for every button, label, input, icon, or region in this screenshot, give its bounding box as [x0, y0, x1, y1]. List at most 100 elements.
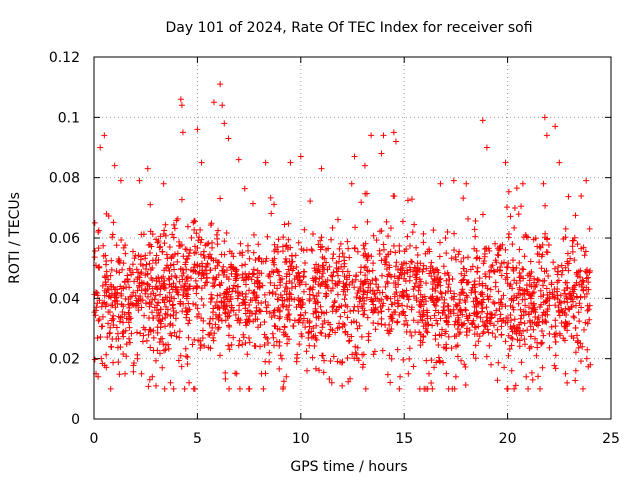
- data-point: [242, 305, 249, 312]
- data-point: [240, 334, 247, 341]
- data-point: [577, 274, 584, 281]
- data-point: [347, 375, 354, 382]
- data-point: [388, 355, 395, 362]
- data-point: [552, 338, 559, 345]
- data-point: [474, 268, 481, 275]
- data-point: [255, 255, 262, 262]
- data-point: [94, 300, 101, 307]
- data-point: [351, 244, 358, 251]
- data-point: [307, 285, 314, 292]
- data-point: [537, 385, 544, 392]
- data-point: [320, 369, 327, 376]
- data-point: [474, 330, 481, 337]
- data-point: [214, 292, 221, 299]
- data-point: [313, 322, 320, 329]
- data-point: [189, 341, 196, 348]
- data-point: [577, 267, 584, 274]
- data-point: [364, 314, 371, 321]
- data-point: [402, 312, 409, 319]
- data-point: [145, 331, 152, 338]
- data-point: [236, 337, 243, 344]
- data-point: [380, 132, 387, 139]
- data-point: [463, 328, 470, 335]
- data-point: [504, 264, 511, 271]
- data-point: [318, 165, 325, 172]
- data-point: [243, 322, 250, 329]
- data-point: [166, 267, 173, 274]
- data-point: [492, 279, 499, 286]
- data-point: [315, 289, 322, 296]
- data-point: [239, 290, 246, 297]
- data-point: [91, 254, 98, 261]
- data-point: [403, 317, 410, 324]
- data-point: [413, 244, 420, 251]
- data-point: [573, 279, 580, 286]
- data-point: [537, 293, 544, 300]
- data-point: [170, 221, 177, 228]
- data-point: [537, 287, 544, 294]
- data-point: [231, 282, 238, 289]
- data-point: [269, 289, 276, 296]
- data-point: [147, 344, 154, 351]
- data-point: [199, 327, 206, 334]
- data-point: [405, 370, 412, 377]
- data-point: [280, 329, 287, 336]
- data-point: [244, 242, 251, 249]
- data-point: [346, 254, 353, 261]
- data-point: [190, 285, 197, 292]
- data-point: [561, 290, 568, 297]
- data-point: [198, 275, 205, 282]
- data-point: [126, 324, 133, 331]
- data-point: [584, 266, 591, 273]
- data-point: [396, 292, 403, 299]
- data-point: [488, 361, 495, 368]
- data-point: [98, 323, 105, 330]
- data-point: [103, 351, 110, 358]
- data-point: [532, 235, 539, 242]
- x-tick-label: 5: [193, 431, 202, 447]
- data-point: [174, 258, 181, 265]
- data-point: [539, 364, 546, 371]
- data-point: [466, 312, 473, 319]
- data-point: [322, 332, 329, 339]
- data-point: [305, 334, 312, 341]
- data-point: [193, 282, 200, 289]
- data-point: [194, 305, 201, 312]
- data-point: [222, 317, 229, 324]
- data-point: [166, 244, 173, 251]
- data-point: [215, 324, 222, 331]
- data-point: [182, 259, 189, 266]
- data-point: [177, 96, 184, 103]
- data-point: [149, 276, 156, 283]
- data-point: [391, 299, 398, 306]
- x-tick-label: 10: [292, 431, 310, 447]
- data-point: [167, 313, 174, 320]
- data-point: [493, 259, 500, 266]
- data-point: [161, 299, 168, 306]
- data-point: [544, 308, 551, 315]
- data-point: [245, 385, 252, 392]
- data-point: [332, 329, 339, 336]
- data-point: [315, 315, 322, 322]
- data-point: [353, 272, 360, 279]
- data-point: [539, 241, 546, 248]
- data-point: [414, 251, 421, 258]
- data-point: [296, 281, 303, 288]
- data-point: [371, 348, 378, 355]
- data-point: [479, 318, 486, 325]
- data-point: [370, 301, 377, 308]
- data-point: [223, 230, 230, 237]
- data-point: [193, 230, 200, 237]
- data-point: [242, 270, 249, 277]
- data-point: [411, 221, 418, 228]
- data-point: [396, 248, 403, 255]
- data-point: [557, 292, 564, 299]
- data-point: [271, 312, 278, 319]
- data-point: [513, 264, 520, 271]
- data-point: [242, 281, 249, 288]
- data-point: [520, 234, 527, 241]
- data-point: [344, 331, 351, 338]
- data-point: [116, 259, 123, 266]
- data-point: [550, 259, 557, 266]
- data-point: [328, 272, 335, 279]
